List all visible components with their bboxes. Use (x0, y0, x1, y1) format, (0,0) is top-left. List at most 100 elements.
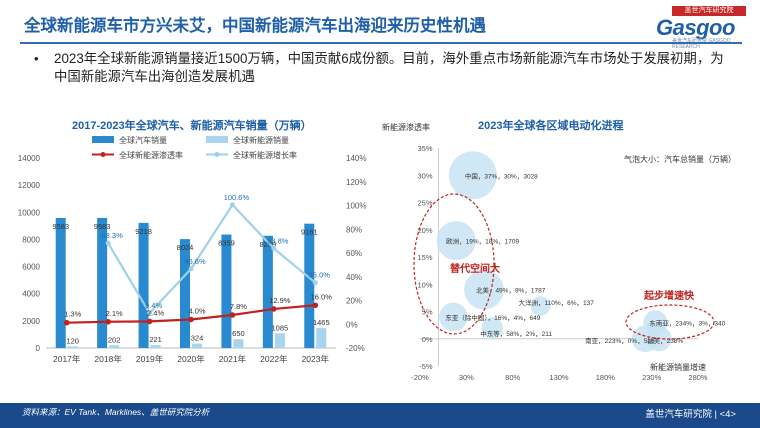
legend-label: 全球新能源渗透率 (119, 150, 183, 160)
penetration-point (312, 302, 319, 309)
right-axis-tick-label: 100% (346, 202, 366, 211)
region-bubble-label: 欧洲，19%，18%，1709 (446, 237, 519, 246)
bar-nev-sales (192, 343, 202, 348)
right-axis-tick-label: 0% (346, 320, 358, 329)
growth-rate-line (107, 203, 316, 315)
penetration-label: 4.0% (188, 307, 205, 316)
growth-rate-label: 63.8% (267, 236, 289, 245)
penetration-point (271, 306, 277, 312)
bar-chart-title: 2017-2023年全球汽车、新能源汽车销量（万辆） (72, 120, 312, 132)
penetration-label: 12.9% (269, 296, 291, 305)
region-bubble-label: 中国，37%，30%，3028 (465, 171, 538, 180)
bar-nev-label: 1085 (272, 323, 289, 332)
region-bubble (530, 296, 551, 316)
bar-total-sales (304, 223, 315, 348)
x-axis-tick-label: 2023年 (302, 354, 330, 364)
right-axis-tick-label: 80% (346, 225, 362, 234)
y-axis-tick-label: 20% (418, 226, 433, 235)
region-bubble-label: 北美，49%，9%，1787 (476, 286, 546, 295)
bar-total-sales (262, 235, 273, 348)
x-axis-tick-label: 180% (596, 373, 616, 380)
annotation-fast-growth: 起步增速快 (643, 289, 695, 302)
region-bubble-label: 中东等，58%，2%，211 (480, 329, 552, 338)
bar-nev-sales (233, 339, 244, 348)
bar-nev-label: 120 (66, 336, 79, 345)
bar-total-sales (180, 239, 190, 348)
bar-total-sales (55, 217, 66, 348)
left-axis-tick-label: 6000 (22, 263, 40, 272)
sales-combo-chart: 0 2000 4000 6000 8000 10000 12000 14000 -20% 0% 20… (18, 135, 367, 364)
left-axis-tick-label: 0 (36, 344, 41, 353)
right-axis-tick-label: -20% (346, 344, 365, 353)
region-bubble (448, 151, 497, 200)
growth-rate-point (105, 240, 111, 246)
left-axis-tick-label: 14000 (18, 154, 41, 163)
legend-swatch-marker (100, 152, 106, 157)
bar-nev-sales (150, 345, 161, 348)
footer-org: 盖世汽车研究院 | <4> (645, 409, 736, 420)
left-axis-tick-label: 12000 (18, 181, 41, 190)
y-axis-tick-label: 15% (418, 253, 433, 262)
growth-rate-point (188, 266, 194, 272)
highlight-ellipse-replacement (413, 193, 495, 335)
bar-total-label: 9218 (135, 227, 152, 236)
growth-rate-label: 35.0% (309, 271, 331, 280)
x-axis-tick-label: 130% (549, 373, 569, 380)
x-axis-tick-label: 2021年 (219, 354, 247, 364)
x-axis-tick-label: 2020年 (177, 354, 205, 364)
right-axis-tick-label: 60% (346, 249, 362, 258)
x-axis-tick-label: 2017年 (53, 354, 81, 364)
growth-rate-point (229, 202, 235, 208)
x-axis-tick-label: 80% (505, 373, 520, 380)
bar-nev-label: 650 (232, 329, 245, 338)
bar-nev-sales (67, 346, 78, 348)
source-note: 资料来源：EV Tank、Marklines、盖世研究院分析 (22, 407, 210, 417)
x-axis-title: 新能源销量增速 (650, 362, 706, 372)
right-axis-tick-label: 20% (346, 297, 362, 306)
bar-total-sales (138, 222, 149, 348)
legend-swatch (206, 136, 228, 143)
legend-label: 全球新能源增长率 (233, 150, 297, 160)
title-divider (20, 42, 742, 44)
region-bubble-label: 南亚，223%，0%，516 (585, 336, 655, 345)
penetration-point (229, 312, 236, 318)
x-axis-tick-label: 280% (688, 373, 708, 380)
growth-rate-point (147, 310, 153, 316)
y-axis-tick-label: 25% (418, 199, 433, 208)
growth-rate-point (312, 280, 318, 286)
bar-total-sales (97, 217, 108, 348)
penetration-point (188, 316, 194, 323)
penetration-point (63, 319, 70, 326)
x-axis-tick-label: 2018年 (94, 354, 122, 364)
bar-total-label: 8269 (260, 240, 277, 249)
region-bubble-label: 大洋洲，110%，6%，137 (518, 298, 594, 307)
annotation-replacement-space: 替代空间大 (450, 262, 500, 275)
left-axis-tick-label: 8000 (22, 235, 40, 244)
bubble-size-legend: 气泡大小：汽车总销量（万辆） (624, 154, 736, 164)
bar-nev-sales (109, 345, 120, 348)
bar-total-label: 9161 (301, 228, 318, 237)
bar-total-label: 8359 (218, 239, 235, 248)
penetration-point (146, 318, 153, 325)
logo-tag: 盖世汽车研究院 (672, 6, 746, 16)
gasgoo-logo: 盖世汽车研究院 Gasgoo 盖世汽车研究院 GASGOO RESEARCH (652, 6, 748, 50)
penetration-point (105, 318, 111, 325)
x-axis-tick-label: 30% (459, 373, 474, 380)
growth-rate-point (271, 245, 277, 251)
growth-rate-label: 68.3% (102, 231, 124, 240)
legend-swatch-marker (214, 152, 220, 157)
bar-nev-label: 202 (108, 335, 121, 344)
footer-bar (0, 403, 760, 428)
legend-swatch (92, 136, 114, 143)
region-bubble-label: 东亚（除中国），16%，4%，649 (445, 313, 540, 322)
logo-subtitle: 盖世汽车研究院 GASGOO RESEARCH (672, 38, 731, 50)
bullet-marker: • (34, 51, 39, 66)
penetration-label: 1.3% (64, 310, 81, 319)
right-axis-tick-label: 120% (346, 178, 366, 187)
bar-total-label: 9583 (94, 222, 111, 231)
left-axis-tick-label: 4000 (22, 290, 40, 299)
legend-label: 全球汽车销量 (119, 135, 167, 145)
left-axis-tick-label: 10000 (18, 208, 41, 217)
x-axis-tick-label: 230% (642, 373, 662, 380)
